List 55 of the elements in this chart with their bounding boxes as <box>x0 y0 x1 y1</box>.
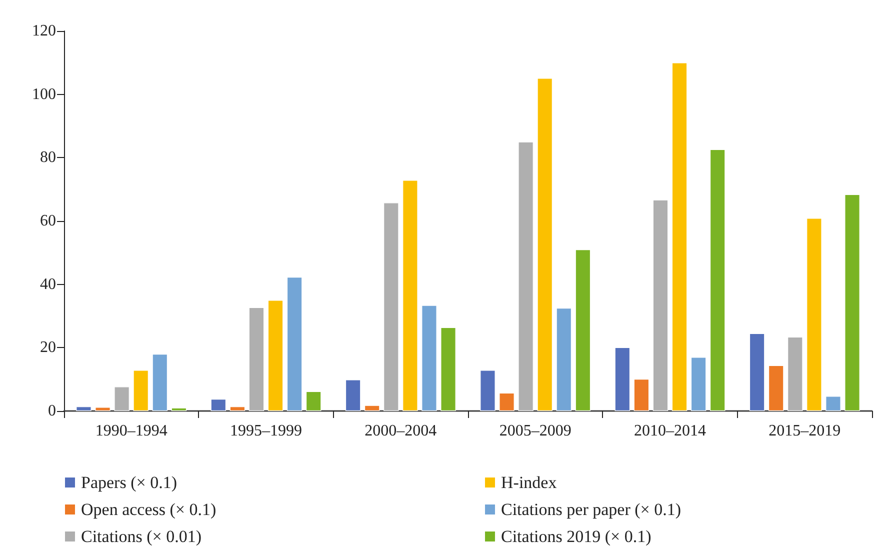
legend-label: Open access (× 0.1) <box>81 500 216 519</box>
legend-label: Papers (× 0.1) <box>81 473 177 492</box>
x-tick-label: 2000–2004 <box>364 422 437 440</box>
legend-label: Citations 2019 (× 0.1) <box>501 527 652 546</box>
y-tick-label: 100 <box>32 86 56 103</box>
x-tick-label: 1995–1999 <box>230 422 302 440</box>
y-tick-label: 80 <box>40 149 56 166</box>
bar <box>480 370 496 411</box>
y-tick-label: 120 <box>32 22 56 40</box>
bar <box>268 300 284 411</box>
bar <box>95 407 110 411</box>
bar <box>672 62 688 411</box>
bar <box>286 277 302 411</box>
bar <box>499 392 514 411</box>
bar <box>652 200 668 411</box>
y-tick-label: 60 <box>40 212 56 230</box>
x-tick-label: 2010–2014 <box>634 422 706 440</box>
y-tick-label: 20 <box>40 339 56 356</box>
bar <box>248 307 264 411</box>
bar <box>171 408 187 411</box>
legend-label: Citations per paper (× 0.1) <box>501 500 682 519</box>
x-tick-label: 1990–1994 <box>95 422 168 440</box>
bar <box>345 380 361 411</box>
bar <box>364 405 380 411</box>
bar <box>114 386 130 411</box>
bar <box>133 370 148 411</box>
bar <box>402 180 418 411</box>
y-tick-label: 40 <box>40 276 56 293</box>
bar <box>788 336 803 411</box>
bar <box>806 218 822 411</box>
x-tick-label: 2005–2009 <box>499 422 572 440</box>
bar <box>749 333 765 411</box>
bar <box>614 347 630 411</box>
bar <box>422 305 437 411</box>
bar <box>690 357 706 411</box>
y-tick-label: 0 <box>48 402 56 420</box>
bar <box>575 250 591 411</box>
bar <box>768 365 784 411</box>
legend-label: Citations (× 0.01) <box>81 527 202 546</box>
legend-label: H-index <box>501 473 558 492</box>
bar <box>76 406 92 411</box>
bar <box>826 396 841 411</box>
bar <box>152 354 168 411</box>
bar <box>844 194 860 411</box>
bar <box>518 142 534 411</box>
bar <box>230 406 246 411</box>
bar <box>440 327 456 411</box>
bar <box>556 308 572 411</box>
bar <box>710 149 726 411</box>
bar <box>634 379 650 411</box>
bar <box>306 391 322 411</box>
bar <box>210 398 226 411</box>
x-tick-label: 2015–2019 <box>768 422 841 440</box>
bar <box>384 202 399 411</box>
bar <box>537 78 552 411</box>
